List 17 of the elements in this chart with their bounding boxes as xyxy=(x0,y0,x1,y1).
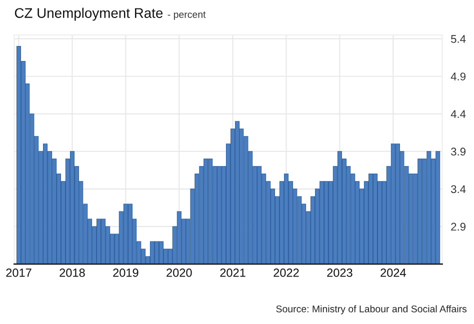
x-tick-label: 2017 xyxy=(6,268,32,277)
x-tick-label: 2024 xyxy=(380,268,406,277)
chart-title: CZ Unemployment Rate xyxy=(14,8,163,21)
y-tick-label: 2.9 xyxy=(451,222,466,231)
x-tick-label: 2019 xyxy=(113,268,138,277)
y-tick-label: 5.4 xyxy=(451,35,466,43)
y-tick-label: 4.4 xyxy=(450,110,466,118)
x-tick-label: 2018 xyxy=(60,268,85,277)
x-tick-label: 2022 xyxy=(274,268,299,277)
y-tick-label: 3.9 xyxy=(451,148,466,156)
x-tick-label: 2023 xyxy=(327,268,352,277)
y-tick-label: 3.4 xyxy=(451,185,466,194)
x-tick-label: 2020 xyxy=(166,268,192,277)
source-note: Source: Ministry of Labour and Social Affairs xyxy=(276,305,467,314)
y-tick-label: 4.9 xyxy=(450,72,466,80)
x-tick-label: 2021 xyxy=(220,268,246,277)
chart-subtitle: - percent xyxy=(168,12,206,20)
